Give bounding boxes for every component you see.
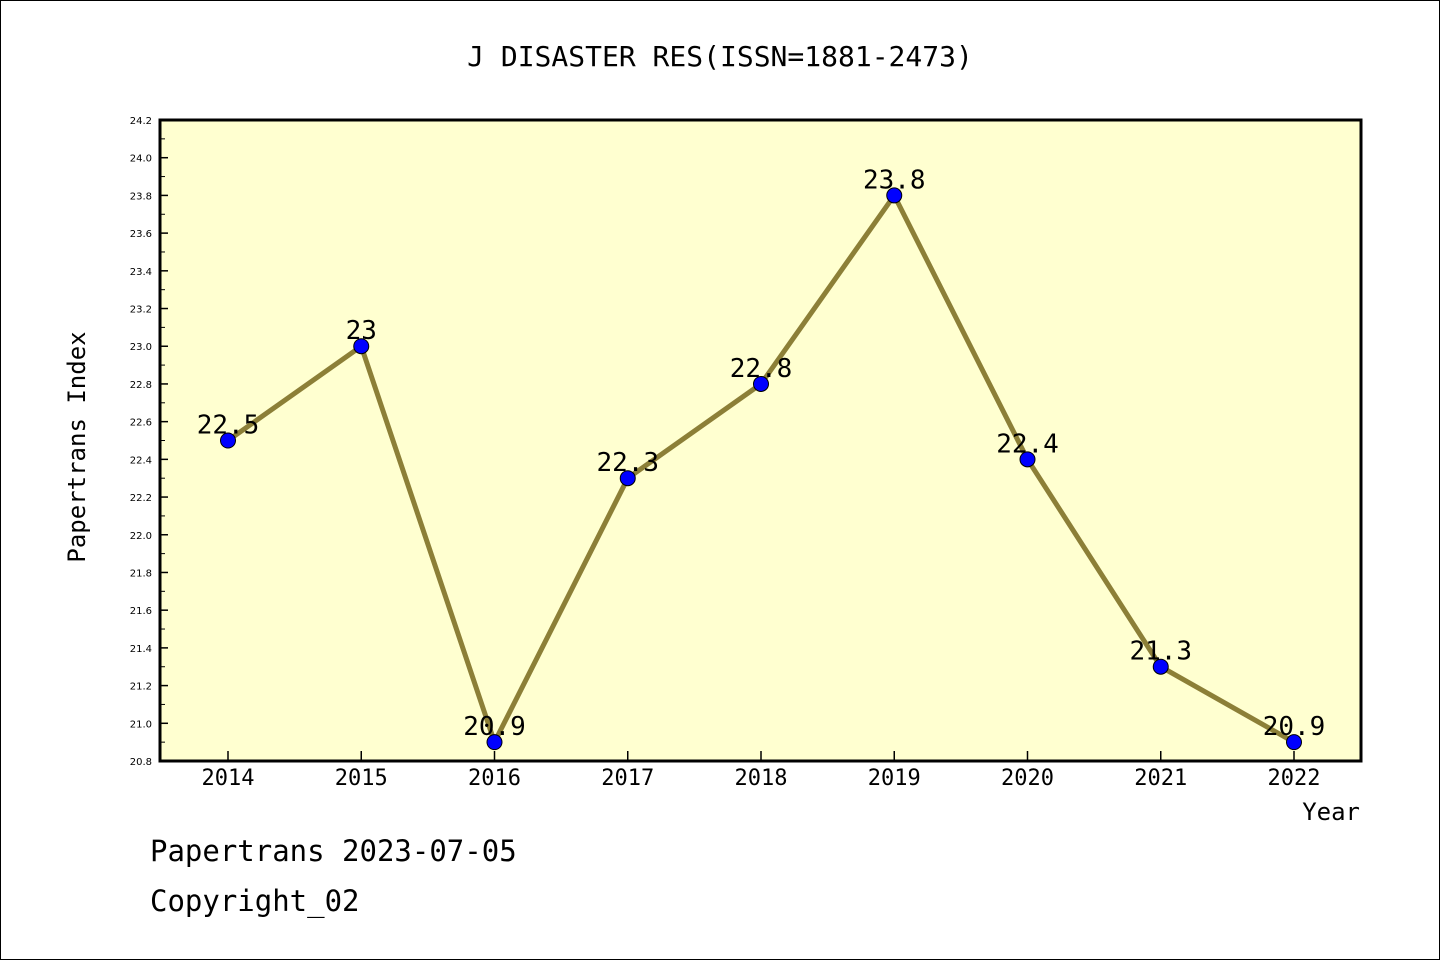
data-point — [353, 338, 370, 355]
data-label: 23 — [346, 316, 377, 346]
x-tick-label: 2020 — [1001, 766, 1054, 791]
data-point — [1286, 734, 1302, 751]
y-tick-label: 23.8 — [130, 191, 152, 202]
y-tick-label: 22.6 — [130, 418, 152, 429]
chart-title: J DISASTER RES(ISSN=1881-2473) — [467, 40, 973, 73]
y-tick-label: 21.8 — [130, 568, 152, 579]
y-tick-label: 20.8 — [130, 757, 152, 768]
data-labels: 22.5 23 20.9 22.3 22.8 23.8 22.4 21.3 20.9 — [197, 165, 1326, 742]
y-tick-label: 22.4 — [130, 455, 152, 466]
data-label: 20.9 — [1263, 712, 1326, 742]
y-tick-label: 23.6 — [130, 229, 152, 240]
y-tick-label: 22.2 — [130, 493, 152, 504]
x-tick-label: 2018 — [735, 766, 788, 791]
y-tick-label: 21.0 — [130, 719, 152, 730]
data-point — [619, 470, 636, 487]
data-label: 22.3 — [596, 448, 659, 478]
x-axis-label: Year — [1302, 798, 1360, 826]
data-points — [220, 187, 1302, 751]
data-point — [220, 432, 236, 449]
x-tick-label: 2021 — [1134, 766, 1187, 791]
data-point — [753, 375, 769, 392]
x-axis: 2014 2015 2016 2017 2018 2019 2020 2021 2022 — [202, 751, 1321, 791]
y-tick-label: 24.2 — [130, 116, 152, 127]
y-tick-label: 23.0 — [130, 342, 152, 353]
x-tick-label: 2022 — [1268, 766, 1321, 791]
data-label: 22.8 — [730, 354, 793, 384]
y-tick-label: 23.2 — [130, 305, 152, 316]
y-tick-label: 24.0 — [130, 154, 152, 165]
y-tick-label: 23.4 — [130, 267, 152, 278]
data-label: 22.5 — [197, 411, 260, 441]
footer-copyright: Copyright_02 — [150, 884, 360, 918]
x-tick-label: 2019 — [868, 766, 921, 791]
y-tick-label: 21.6 — [130, 606, 152, 617]
footer-date: Papertrans 2023-07-05 — [150, 834, 517, 868]
y-axis: 20.8 21.0 21.2 21.4 21.6 21.8 22.0 22.2 22.4 22.6… — [130, 116, 168, 768]
data-label: 20.9 — [463, 712, 526, 742]
y-tick-label: 21.4 — [130, 644, 152, 655]
x-tick-label: 2016 — [468, 766, 521, 791]
x-tick-label: 2017 — [601, 766, 654, 791]
data-label: 21.3 — [1129, 637, 1192, 667]
y-tick-label: 21.2 — [130, 682, 152, 693]
y-tick-label: 22.8 — [130, 380, 152, 391]
y-axis-label: Papertrans Index — [63, 331, 91, 562]
x-tick-label: 2014 — [202, 766, 255, 791]
data-label: 23.8 — [863, 165, 926, 195]
data-point — [886, 187, 903, 204]
data-point — [1152, 658, 1169, 675]
data-point — [486, 734, 503, 751]
plot-area — [158, 118, 1363, 763]
data-point — [1019, 451, 1036, 468]
y-tick-label: 22.0 — [130, 531, 152, 542]
data-label: 22.4 — [996, 429, 1059, 459]
x-tick-label: 2015 — [335, 766, 388, 791]
